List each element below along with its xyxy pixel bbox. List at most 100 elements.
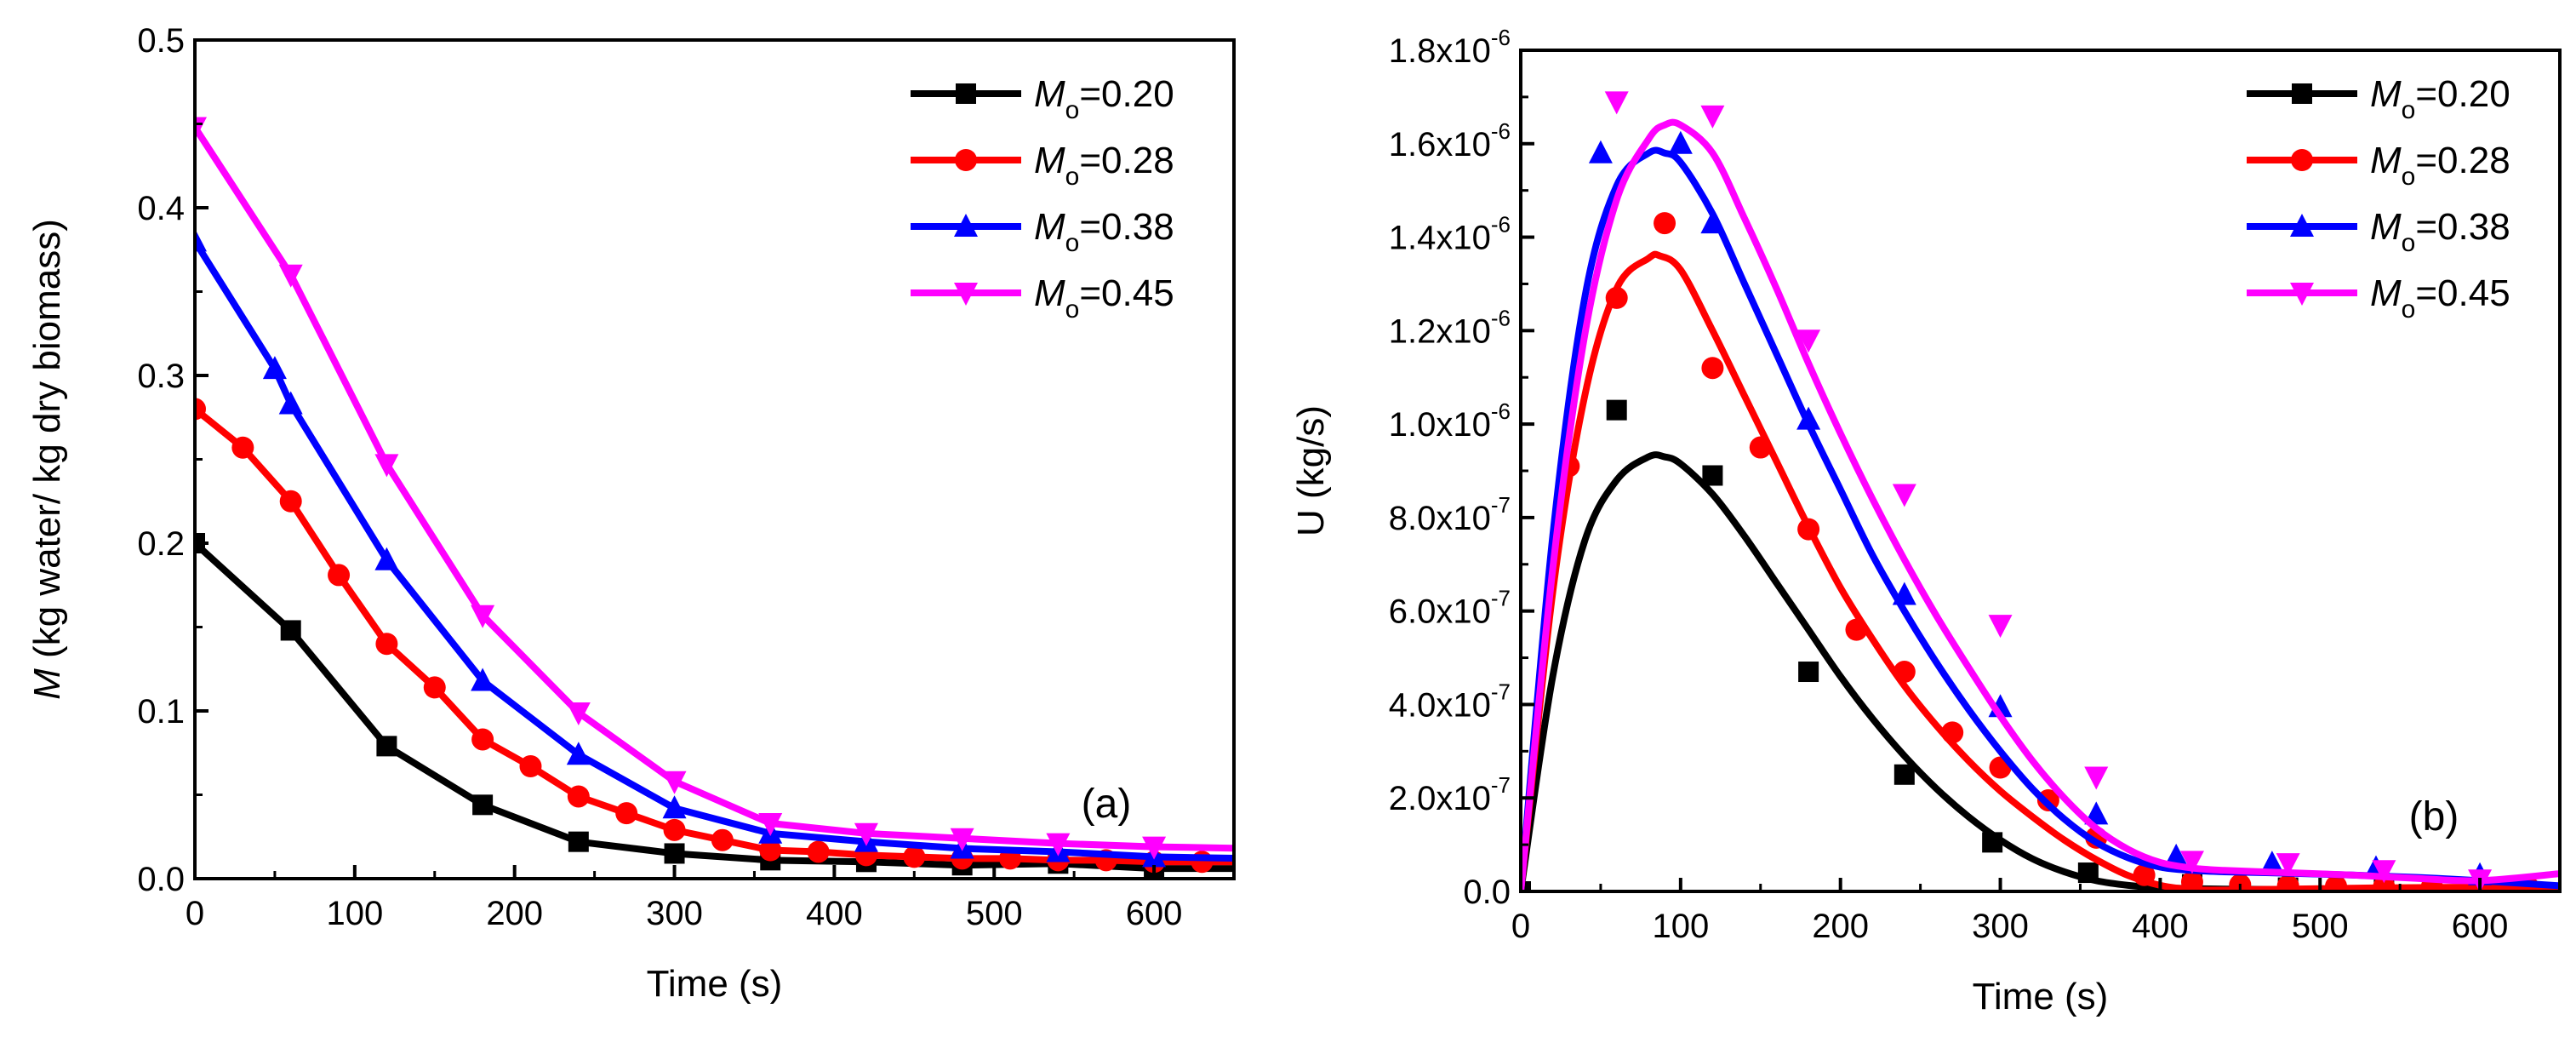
panel-b-series-1-data-point	[1893, 764, 1915, 785]
y-tick-label: 2.0x10-7	[1389, 772, 1511, 817]
panel-a-series-2-marker	[471, 728, 494, 751]
panel-b-series-2-data-point	[2229, 874, 2252, 891]
panel-b-series-4-data-point	[1796, 329, 1821, 353]
y-tick-label: 0.5	[137, 22, 185, 60]
legend-label-value: =0.28	[2415, 140, 2510, 181]
y-tick-label-mantissa: 6.0x10	[1389, 593, 1491, 631]
panel-a-series-3-marker	[278, 391, 303, 415]
legend-label-subscript: o	[2402, 96, 2416, 124]
x-tick-label: 400	[806, 895, 863, 932]
legend-label: Mo=0.28	[2370, 140, 2510, 191]
x-tick-label: 400	[2132, 908, 2189, 945]
y-tick-label: 0.1	[137, 693, 185, 731]
y-tick-label: 0.4	[137, 190, 185, 227]
legend-label-value: =0.45	[1079, 272, 1174, 314]
panel-a-series-group	[195, 117, 1234, 879]
x-tick-label: 200	[1812, 908, 1869, 945]
panel-b-series-2-data-point	[1749, 436, 1772, 459]
panel-a-series-2-marker	[807, 840, 830, 863]
legend-label: Mo=0.38	[1034, 206, 1174, 257]
panel-b-series-4-data-point	[2372, 860, 2396, 884]
panel-a-series-4-marker	[1046, 833, 1071, 857]
x-tick-label: 600	[1126, 895, 1183, 932]
x-tick-label: 500	[966, 895, 1023, 932]
panel-a-series-1-marker	[376, 736, 397, 757]
panel-a-series-2-marker	[231, 436, 254, 459]
panel-a-series-2-marker	[519, 755, 542, 778]
y-tick-label: 8.0x10-7	[1389, 492, 1511, 537]
panel-b-series-4-data-point	[2084, 766, 2109, 790]
panel-a-series-2-marker	[663, 818, 686, 841]
legend-marker-swatch	[954, 214, 978, 237]
y-tick-label-mantissa: 1.2x10	[1389, 312, 1491, 350]
panel-a-series-4-marker	[1142, 836, 1167, 860]
panel-b-series-4-data-point	[1604, 91, 1629, 115]
y-axis-label-symbol: M	[26, 668, 68, 700]
panel-a-series-4-marker	[758, 812, 783, 836]
panel-a-series-4-line	[195, 125, 1234, 852]
panel-b-series-3-data-point	[1668, 130, 1693, 154]
y-tick-label: 1.0x10-6	[1389, 398, 1511, 444]
legend-label-symbol: M	[1034, 272, 1065, 314]
panel-a-series-4-marker	[566, 702, 591, 725]
y-axis-label-units: (kg water/ kg dry biomass)	[26, 219, 68, 668]
x-tick-label: 300	[646, 895, 703, 932]
x-tick-label: 600	[2452, 908, 2509, 945]
x-tick-label: 0	[186, 895, 204, 932]
y-tick-label: 6.0x10-7	[1389, 586, 1511, 631]
legend-label-symbol: M	[2370, 206, 2402, 248]
panel-b-series-1-data-point	[1606, 399, 1627, 421]
panel-b-series-3-data-point	[1588, 140, 1613, 163]
panel-a-series-2-marker	[567, 785, 590, 808]
legend-label: Mo=0.45	[1034, 272, 1174, 324]
panel-a-series-3-marker	[471, 668, 495, 691]
panel-a-series-4-marker	[662, 771, 687, 794]
y-tick-label-exponent: -7	[1491, 586, 1511, 611]
panel-a-series-1-marker	[568, 831, 589, 852]
legend-label-value: =0.45	[2415, 272, 2510, 314]
panel-a-chart: 0 100 200 300 400 500 600 0.0 0.1 0.2 0.3 0.4 0.5 Tim…	[26, 22, 1236, 1005]
legend-label-symbol: M	[2370, 140, 2402, 181]
y-tick-label: 1.6x10-6	[1389, 118, 1511, 163]
y-tick-label: 0.2	[137, 525, 185, 563]
legend-label-subscript: o	[1065, 96, 1080, 124]
panel-b-series-4-data-point	[2179, 851, 2204, 874]
panel-b-series-2-data-point	[1845, 618, 1868, 641]
panel-a-series-4-marker	[471, 604, 495, 628]
y-tick-label-mantissa: 1.8x10	[1389, 32, 1491, 70]
panel-a-series-3-marker	[195, 228, 207, 252]
x-axis-label: Time (s)	[647, 963, 783, 1005]
panel-a-series-2-marker	[375, 633, 398, 656]
x-axis-label: Time (s)	[1973, 976, 2109, 1017]
y-tick-label: 0.3	[137, 358, 185, 395]
panel-a-series-2-marker	[903, 845, 926, 868]
panel-b-series-3-data-point	[2164, 843, 2189, 867]
x-tick-label: 100	[326, 895, 383, 932]
y-tick-label-exponent: -6	[1491, 212, 1511, 238]
y-tick-label-mantissa: 0.0	[1463, 874, 1511, 911]
legend-label-symbol: M	[2370, 272, 2402, 314]
legend-label-value: =0.20	[2415, 73, 2510, 115]
legend-label-symbol: M	[1034, 206, 1065, 248]
y-tick-label-mantissa: 1.6x10	[1389, 126, 1491, 163]
legend-label-subscript: o	[1065, 229, 1080, 257]
panel-b-series-3-data-point	[1892, 582, 1916, 605]
legend-label: Mo=0.20	[2370, 73, 2510, 124]
y-axis-label: U (kg/s)	[1290, 405, 1332, 536]
y-tick-label-exponent: -7	[1491, 492, 1511, 518]
y-tick-label: 1.4x10-6	[1389, 212, 1511, 257]
legend-marker-swatch	[956, 83, 976, 104]
panel-a-series-3-marker	[566, 742, 591, 765]
panel-a-series-1-marker	[664, 843, 685, 864]
panel-a-series-1-marker	[280, 620, 301, 641]
y-tick-label: 1.8x10-6	[1389, 25, 1511, 70]
panel-b-series-2-data-point	[1797, 518, 1820, 541]
panel-b-series-1-data-point	[1702, 465, 1723, 486]
legend-label-symbol: M	[1034, 73, 1065, 115]
y-tick-label: 4.0x10-7	[1389, 679, 1511, 724]
panel-a-series-3-marker	[662, 795, 687, 819]
panel-a-series-2-marker	[279, 490, 302, 513]
panel-b-series-2-data-point	[1605, 286, 1628, 309]
